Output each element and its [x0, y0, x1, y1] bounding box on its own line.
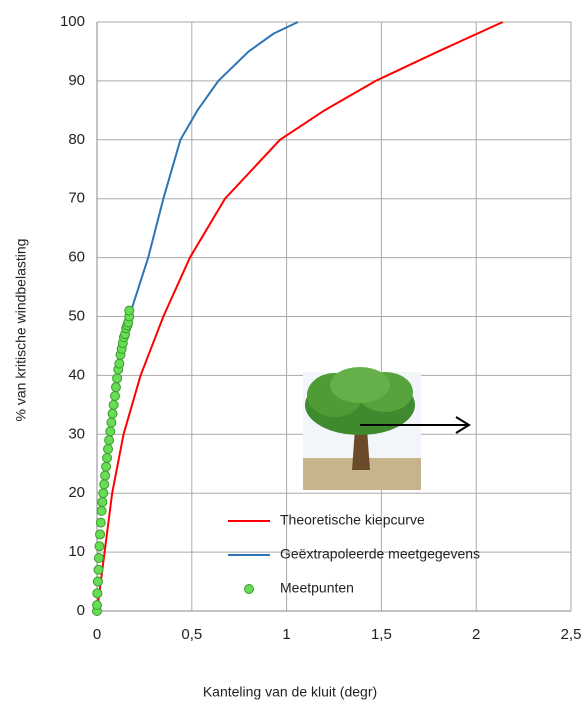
data-point: [114, 358, 125, 369]
data-point: [93, 564, 104, 575]
data-point: [102, 452, 113, 463]
y-tick-label: 60: [68, 249, 85, 266]
y-tick-label: 80: [68, 131, 85, 148]
data-point: [92, 576, 103, 587]
data-point: [110, 382, 121, 393]
crown: [330, 367, 390, 403]
x-tick-label: 2,5: [561, 626, 582, 643]
data-point: [92, 600, 102, 611]
data-point: [106, 417, 117, 428]
data-point: [112, 373, 123, 384]
x-tick-label: 2: [472, 626, 480, 643]
data-point: [107, 408, 118, 419]
y-tick-label: 40: [68, 366, 85, 383]
data-point: [105, 426, 116, 437]
y-tick-label: 20: [68, 484, 85, 501]
legend-label: Meetpunten: [280, 580, 354, 596]
series-line: [96, 21, 504, 612]
x-tick-label: 1,5: [371, 626, 392, 643]
data-point: [102, 444, 113, 455]
data-point: [96, 505, 107, 516]
data-point: [97, 497, 108, 508]
x-tick-label: 0,5: [181, 626, 202, 643]
y-tick-label: 10: [68, 543, 85, 560]
legend-label: Geëxtrapoleerde meetgegevens: [280, 546, 480, 562]
y-tick-label: 30: [68, 425, 85, 442]
data-point: [108, 399, 119, 410]
data-point: [98, 488, 109, 499]
data-point: [101, 461, 112, 472]
data-point: [93, 552, 104, 563]
data-point: [124, 305, 135, 316]
data-point: [95, 529, 106, 540]
series-line: [128, 21, 299, 317]
data-point: [100, 470, 111, 481]
y-tick-label: 90: [68, 72, 85, 89]
data-point: [99, 479, 110, 490]
legend-swatch: [244, 584, 254, 594]
legend-label: Theoretische kiepcurve: [280, 512, 425, 528]
y-axis-label: % van kritische windbelasting: [13, 239, 29, 422]
arrow-head: [455, 416, 471, 434]
y-tick-label: 50: [68, 307, 85, 324]
data-point: [95, 517, 106, 528]
data-point: [104, 435, 115, 446]
y-tick-label: 0: [77, 602, 85, 619]
y-tick-label: 70: [68, 190, 85, 207]
x-tick-label: 0: [93, 626, 101, 643]
tree-illustration: [303, 367, 471, 490]
data-point: [94, 541, 105, 552]
y-tick-label: 100: [60, 13, 85, 30]
data-point: [92, 588, 103, 599]
x-tick-label: 1: [282, 626, 290, 643]
x-axis-label: Kanteling van de kluit (degr): [203, 684, 377, 700]
data-point: [110, 391, 121, 402]
